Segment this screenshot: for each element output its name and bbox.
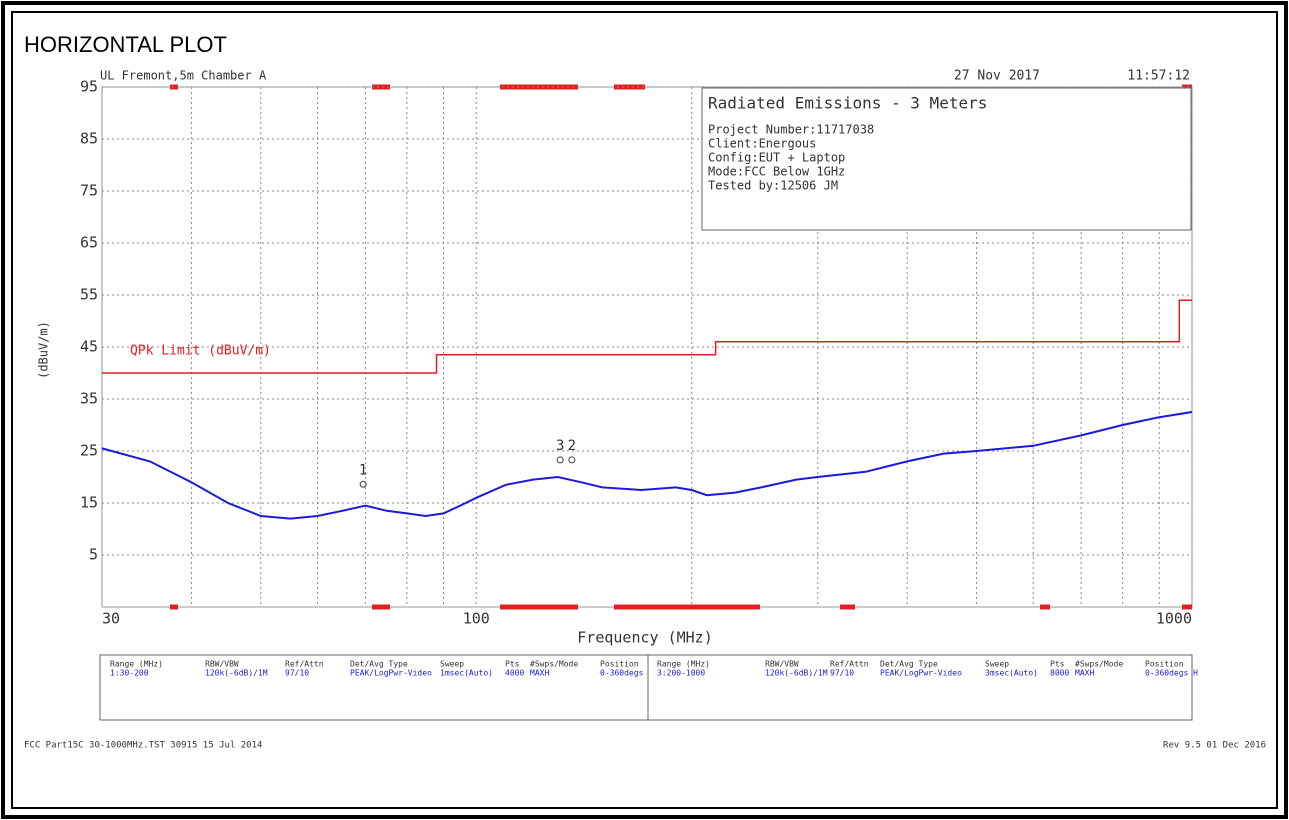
table-header: Det/Avg Type (350, 660, 408, 669)
table-cell: 8000 (1050, 669, 1069, 678)
marker (359, 480, 367, 488)
table-cell: PEAK/LogPwr-Video (350, 669, 432, 678)
time: 11:57:12 (1127, 69, 1190, 84)
table-cell: 4000 (505, 669, 524, 678)
table-cell: 3msec(Auto) (985, 669, 1038, 678)
info-title: Radiated Emissions - 3 Meters (708, 94, 987, 113)
table-header: Ref/Attn (830, 660, 869, 669)
y-tick-label: 65 (80, 234, 98, 252)
info-line: Project Number:11717038 (708, 123, 874, 137)
x-tick-label: 100 (463, 610, 490, 628)
footer-left: FCC Part15C 30-1000MHz.TST 30915 15 Jul … (24, 741, 262, 751)
info-line: Client:Energous (708, 137, 816, 151)
table-cell: 97/10 (830, 669, 854, 678)
y-tick-label: 35 (80, 390, 98, 408)
y-tick-label: 85 (80, 130, 98, 148)
info-box (701, 87, 1192, 231)
series-line (102, 299, 1192, 374)
table-header: RBW/VBW (205, 660, 239, 669)
table-header: Ref/Attn (285, 660, 324, 669)
y-tick-label: 15 (80, 494, 98, 512)
table-header: Position (1145, 660, 1184, 669)
marker-label: 3 (556, 438, 564, 454)
table-cell: MAXH (1075, 669, 1094, 678)
x-tick-label: 1000 (1156, 610, 1192, 628)
table-cells: Range (MHz) RBW/VBW Ref/Attn Det/Avg Type Sw… (110, 660, 1198, 678)
table-cell: MAXH (530, 669, 549, 678)
table-header: Position (600, 660, 639, 669)
info-line: Tested by:12506 JM (708, 179, 838, 193)
table-header: #Swps/Mode (1075, 660, 1123, 669)
x-axis-label: Frequency (MHz) (577, 629, 712, 647)
info-line: Config:EUT + Laptop (708, 151, 845, 165)
table-header: RBW/VBW (765, 660, 799, 669)
table-header: Range (MHz) (657, 660, 710, 669)
table-cell: PEAK/LogPwr-Video (880, 669, 962, 678)
table-cell: 1msec(Auto) (440, 669, 493, 678)
y-tick-label: 55 (80, 286, 98, 304)
table-cell: 1:30-200 (110, 669, 149, 678)
page-title: HORIZONTAL PLOT (24, 32, 227, 57)
table-header: #Swps/Mode (530, 660, 578, 669)
info-line: Mode:FCC Below 1GHz (708, 165, 845, 179)
table-cell: 0-360degs H (1145, 669, 1198, 678)
table-header: Pts (1050, 660, 1065, 669)
info-lines: Project Number:11717038Client:EnergousCo… (708, 123, 874, 193)
settings-table (99, 654, 1193, 721)
legend-label: QPk Limit (dBuV/m) (130, 344, 271, 359)
table-cell: 97/10 (285, 669, 309, 678)
marker (568, 456, 576, 464)
y-tick-label: 5 (89, 546, 98, 564)
site: UL Fremont,5m Chamber A (100, 69, 267, 83)
table-header: Sweep (440, 660, 464, 669)
marker (556, 456, 564, 464)
table-cell: 3:200-1000 (657, 669, 705, 678)
series-line (101, 411, 1193, 520)
table-cell: 0-360degs (600, 669, 644, 678)
table-header: Sweep (985, 660, 1009, 669)
date: 27 Nov 2017 (954, 69, 1040, 84)
table-cell: 120k(-6dB)/1M (205, 669, 268, 678)
table-cell: 120k(-6dB)/1M (765, 669, 828, 678)
table-header: Det/Avg Type (880, 660, 938, 669)
y-tick-label: 45 (80, 338, 98, 356)
footer-right: Rev 9.5 01 Dec 2016 (1163, 741, 1266, 751)
y-tick-label: 95 (80, 78, 98, 96)
inner-frame (11, 11, 1278, 809)
table-header: Pts (505, 660, 520, 669)
y-tick-label: 75 (80, 182, 98, 200)
table-header: Range (MHz) (110, 660, 163, 669)
marker-label: 1 (359, 462, 367, 478)
x-tick-label: 30 (102, 610, 120, 628)
y-axis-label: (dBuV/m) (37, 321, 51, 379)
y-tick-label: 25 (80, 442, 98, 460)
marker-label: 2 (568, 438, 576, 454)
